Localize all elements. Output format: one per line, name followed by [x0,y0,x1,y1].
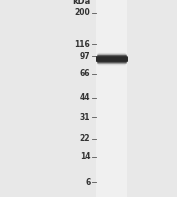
Text: 14: 14 [80,152,90,161]
FancyBboxPatch shape [96,0,127,197]
Text: 44: 44 [80,93,90,102]
Text: 22: 22 [80,134,90,143]
Text: 66: 66 [80,69,90,78]
Text: kDa: kDa [72,0,90,7]
Text: 116: 116 [75,40,90,49]
Text: 31: 31 [80,113,90,122]
Text: 6: 6 [85,178,90,187]
Text: 97: 97 [80,52,90,61]
Text: 200: 200 [75,8,90,17]
